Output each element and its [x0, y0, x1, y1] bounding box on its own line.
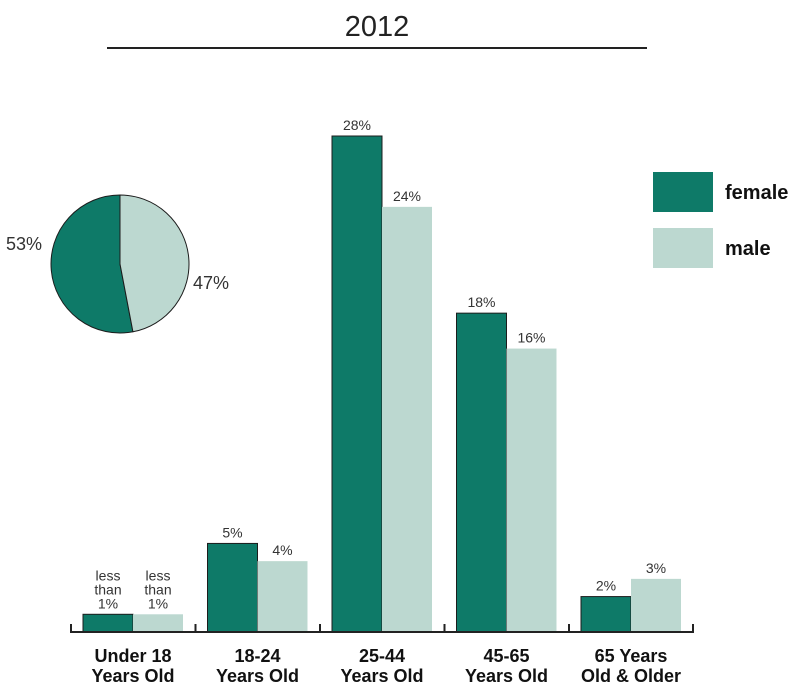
x-tick-label-0-line0: Under 18	[94, 646, 171, 666]
pie-slice-male	[119, 194, 190, 333]
data-label-male-3: 16%	[517, 330, 545, 346]
pie-label-female: 53%	[6, 234, 42, 254]
data-label-male-0-line0: less	[146, 567, 171, 583]
x-tick-label-4-line0: 65 Years	[595, 646, 668, 666]
data-label-male-2: 24%	[393, 188, 421, 204]
chart-title: 2012	[345, 11, 410, 43]
data-label-male-1: 4%	[272, 542, 292, 558]
legend-label-male: male	[725, 238, 771, 260]
legend-swatch-female	[653, 172, 713, 212]
bar-male-0	[133, 614, 183, 632]
pie-label-male: 47%	[193, 273, 229, 293]
x-tick-label-0-line1: Years Old	[91, 666, 174, 686]
data-label-female-1: 5%	[222, 524, 242, 540]
x-tick-label-3-line0: 45-65	[483, 646, 529, 666]
data-label-male-4: 3%	[646, 560, 666, 576]
x-tick-label-2-line1: Years Old	[340, 666, 423, 686]
x-tick-label-3-line1: Years Old	[465, 666, 548, 686]
legend: female male	[653, 172, 788, 268]
bar-male-4	[631, 578, 681, 632]
bar-female-2	[331, 135, 383, 633]
x-tick-label-2-line0: 25-44	[359, 646, 405, 666]
bar-male-3	[506, 348, 557, 632]
x-tick-label-1-line1: Years Old	[216, 666, 299, 686]
data-label-female-2: 28%	[343, 117, 371, 133]
data-label-female-0-line2: 1%	[98, 595, 118, 611]
data-label-male-0-line1: than	[144, 581, 171, 597]
bar-male-2	[382, 206, 432, 632]
data-label-female-0-line0: less	[96, 567, 121, 583]
data-label-female-4: 2%	[596, 578, 616, 594]
pie-chart: 53% 47%	[6, 194, 229, 334]
bar-female-0	[82, 613, 134, 633]
data-label-female-0-line1: than	[94, 581, 121, 597]
bar-female-4	[580, 596, 632, 633]
bar-female-1	[207, 542, 258, 633]
data-label-male-0-line2: 1%	[148, 595, 168, 611]
x-tick-label-1-line0: 18-24	[234, 646, 280, 666]
legend-swatch-male	[653, 228, 713, 268]
data-label-female-3: 18%	[467, 294, 495, 310]
legend-label-female: female	[725, 182, 788, 204]
x-tick-label-4-line1: Old & Older	[581, 666, 681, 686]
bar-female-3	[456, 312, 507, 633]
pie-slice-female	[50, 194, 134, 334]
bar-male-1	[257, 561, 308, 632]
